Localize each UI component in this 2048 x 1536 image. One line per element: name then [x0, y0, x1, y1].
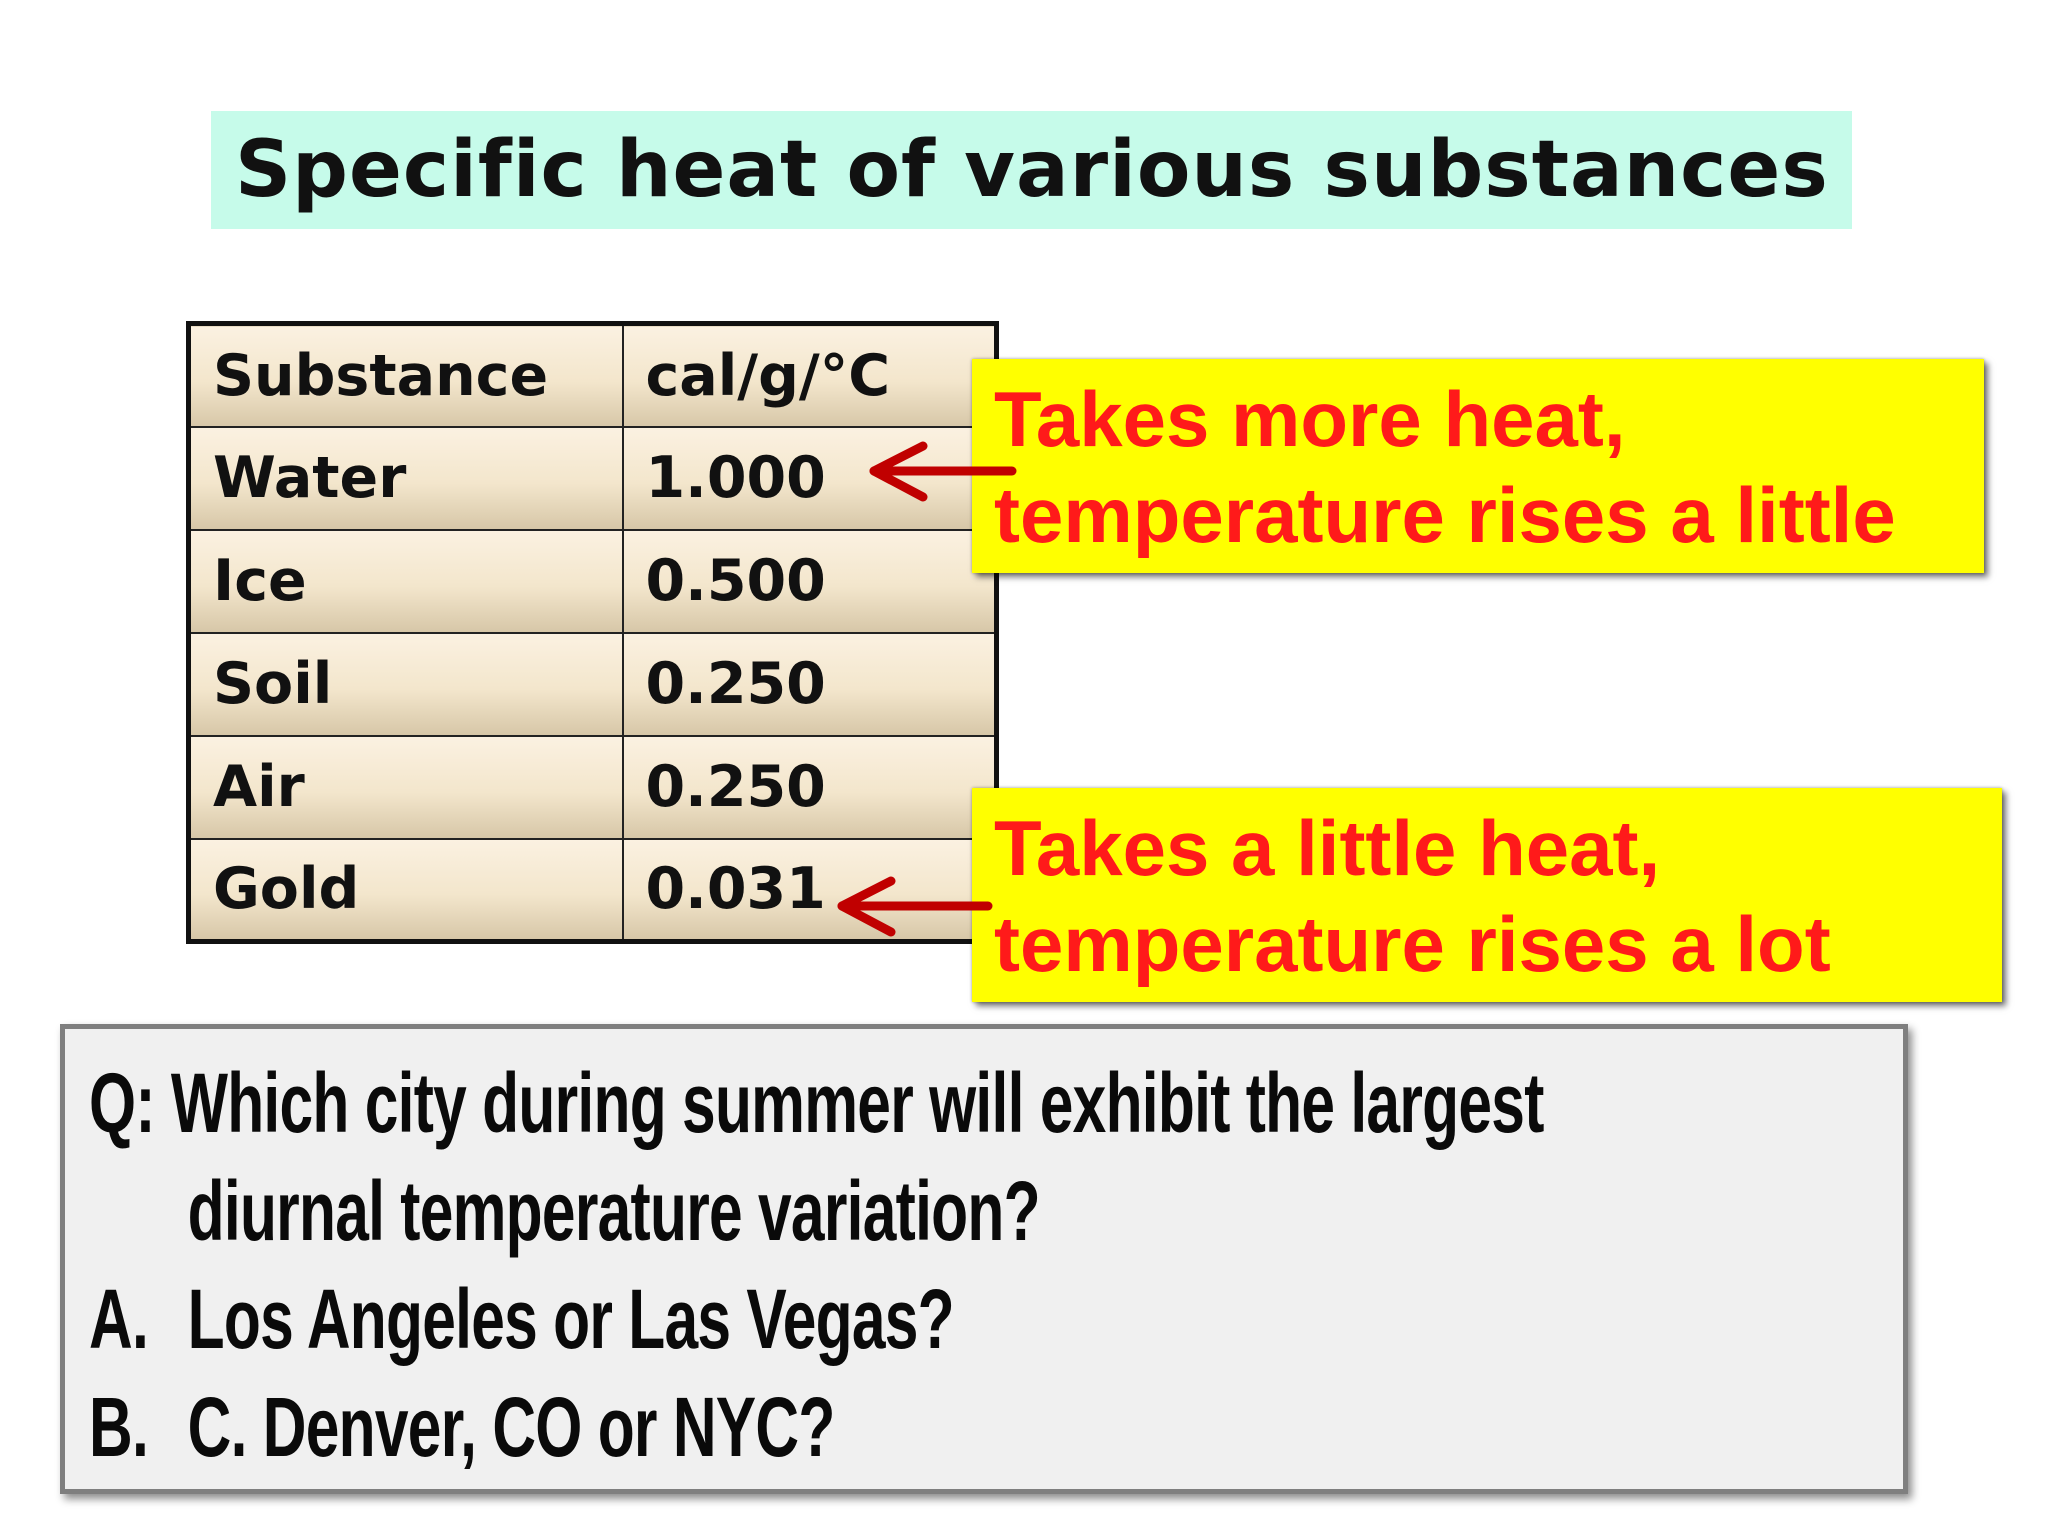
question-text: Which city during summer will exhibit th… [170, 1056, 1545, 1150]
table-row: Gold 0.031 [187, 837, 998, 943]
question-box: Q: Which city during summer will exhibit… [60, 1024, 1908, 1494]
table-row: Soil 0.250 [187, 631, 998, 737]
callout-high-specific-heat: Takes more heat, temperature rises a lit… [972, 359, 1984, 573]
option-a: A. Los Angeles or Las Vegas? [89, 1265, 1395, 1373]
substance-cell: Ice [187, 528, 624, 634]
specific-heat-table: Substance cal/g/°C Water 1.000 Ice 0.500… [186, 321, 999, 944]
callout-line: temperature rises a lot [994, 900, 1831, 988]
table-row: Air 0.250 [187, 734, 998, 840]
table-row: Ice 0.500 [187, 528, 998, 634]
title-banner: Specific heat of various substances [211, 111, 1852, 229]
value-cell: 0.031 [621, 837, 998, 943]
header-substance: Substance [187, 322, 624, 428]
page-title: Specific heat of various substances [235, 125, 1829, 215]
question-line-continued: diurnal temperature variation? [187, 1164, 1041, 1258]
option-marker: B. [89, 1380, 149, 1474]
value-cell: 0.250 [621, 734, 998, 840]
option-text: Los Angeles or Las Vegas? [187, 1272, 955, 1366]
option-b: B. C. Denver, CO or NYC? [89, 1373, 1395, 1481]
callout-line: Takes a little heat, [994, 804, 1661, 892]
option-marker: A. [89, 1272, 149, 1366]
substance-cell: Air [187, 734, 624, 840]
substance-cell: Water [187, 425, 624, 531]
substance-cell: Gold [187, 837, 624, 943]
value-cell: 0.250 [621, 631, 998, 737]
table-row: Water 1.000 [187, 425, 998, 531]
callout-low-specific-heat: Takes a little heat, temperature rises a… [972, 788, 2002, 1002]
substance-cell: Soil [187, 631, 624, 737]
question-line: Q: Which city during summer will exhibit… [89, 1049, 1544, 1157]
question-marker: Q: [89, 1056, 155, 1150]
value-cell: 0.500 [621, 528, 998, 634]
table-header-row: Substance cal/g/°C [187, 322, 998, 428]
callout-line: temperature rises a little [994, 471, 1896, 559]
header-units: cal/g/°C [621, 322, 998, 428]
callout-line: Takes more heat, [994, 375, 1626, 463]
option-text: C. Denver, CO or NYC? [187, 1380, 836, 1474]
value-cell: 1.000 [621, 425, 998, 531]
